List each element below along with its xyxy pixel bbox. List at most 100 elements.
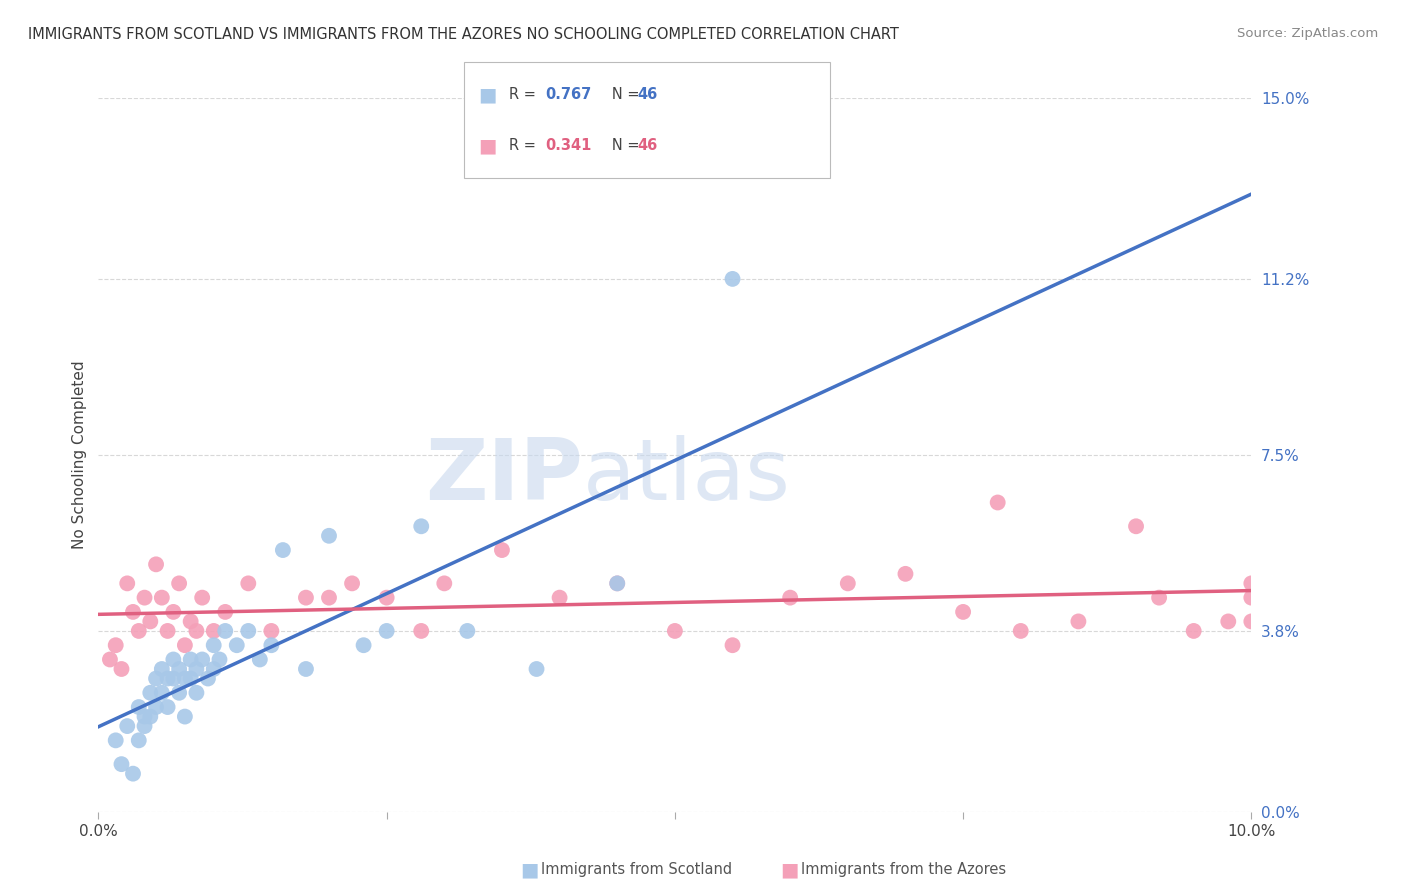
Point xyxy=(110,757,132,772)
Point xyxy=(1240,576,1263,591)
Point xyxy=(260,624,283,638)
Point xyxy=(145,558,167,572)
Point xyxy=(156,700,179,714)
Point xyxy=(167,576,190,591)
Point xyxy=(295,591,318,605)
Point xyxy=(353,638,375,652)
Point xyxy=(180,672,202,686)
Y-axis label: No Schooling Completed: No Schooling Completed xyxy=(72,360,87,549)
Text: ■: ■ xyxy=(478,136,496,155)
Text: IMMIGRANTS FROM SCOTLAND VS IMMIGRANTS FROM THE AZORES NO SCHOOLING COMPLETED CO: IMMIGRANTS FROM SCOTLAND VS IMMIGRANTS F… xyxy=(28,27,898,42)
Point xyxy=(606,576,628,591)
Point xyxy=(122,766,145,780)
Point xyxy=(260,638,283,652)
Point xyxy=(548,591,571,605)
Point xyxy=(128,624,150,638)
Text: ■: ■ xyxy=(780,860,799,880)
Text: R =: R = xyxy=(509,87,540,103)
Point xyxy=(837,576,859,591)
Point xyxy=(491,543,513,558)
Point xyxy=(1240,615,1263,629)
Text: Immigrants from Scotland: Immigrants from Scotland xyxy=(541,863,733,877)
Point xyxy=(122,605,145,619)
Point xyxy=(1067,615,1090,629)
Point xyxy=(162,672,184,686)
Point xyxy=(162,652,184,666)
Point xyxy=(139,686,162,700)
Point xyxy=(721,638,744,652)
Point xyxy=(606,576,628,591)
Point xyxy=(139,709,162,723)
Text: N =: N = xyxy=(598,138,644,153)
Point xyxy=(1182,624,1205,638)
Point xyxy=(202,624,225,638)
Text: 0.341: 0.341 xyxy=(546,138,592,153)
Point xyxy=(174,672,197,686)
Point xyxy=(167,686,190,700)
Point xyxy=(104,638,127,652)
Point xyxy=(664,624,686,638)
Point xyxy=(156,672,179,686)
Point xyxy=(110,662,132,676)
Text: N =: N = xyxy=(598,87,644,103)
Point xyxy=(139,615,162,629)
Point xyxy=(104,733,127,747)
Point xyxy=(1147,591,1170,605)
Point xyxy=(186,662,208,676)
Text: 46: 46 xyxy=(637,87,657,103)
Point xyxy=(721,272,744,286)
Text: ■: ■ xyxy=(520,860,538,880)
Point xyxy=(987,495,1010,509)
Point xyxy=(150,591,173,605)
Point xyxy=(225,638,247,652)
Point xyxy=(134,709,156,723)
Point xyxy=(894,566,917,581)
Point xyxy=(145,672,167,686)
Point xyxy=(1240,591,1263,605)
Point xyxy=(1218,615,1240,629)
Point xyxy=(456,624,478,638)
Point xyxy=(191,591,214,605)
Point xyxy=(180,615,202,629)
Point xyxy=(174,638,197,652)
Point xyxy=(526,662,548,676)
Point xyxy=(134,719,156,733)
Text: R =: R = xyxy=(509,138,540,153)
Point xyxy=(162,605,184,619)
Text: 46: 46 xyxy=(637,138,657,153)
Point xyxy=(318,529,340,543)
Point xyxy=(202,638,225,652)
Point xyxy=(238,624,260,638)
Point xyxy=(186,624,208,638)
Point xyxy=(167,662,190,676)
Point xyxy=(191,652,214,666)
Point xyxy=(1010,624,1032,638)
Point xyxy=(375,624,398,638)
Point xyxy=(156,624,179,638)
Point xyxy=(197,672,219,686)
Point xyxy=(411,624,433,638)
Point xyxy=(134,591,156,605)
Point xyxy=(214,624,236,638)
Point xyxy=(952,605,974,619)
Text: 0.767: 0.767 xyxy=(546,87,592,103)
Point xyxy=(433,576,456,591)
Point xyxy=(202,662,225,676)
Point xyxy=(271,543,294,558)
Point xyxy=(411,519,433,533)
Point xyxy=(238,576,260,591)
Point xyxy=(150,686,173,700)
Point xyxy=(128,733,150,747)
Point xyxy=(208,652,231,666)
Point xyxy=(186,686,208,700)
Point xyxy=(117,719,138,733)
Point xyxy=(180,652,202,666)
Point xyxy=(318,591,340,605)
Point xyxy=(174,709,197,723)
Point xyxy=(249,652,271,666)
Point xyxy=(340,576,363,591)
Text: ZIP: ZIP xyxy=(425,434,582,518)
Text: ■: ■ xyxy=(478,86,496,104)
Point xyxy=(117,576,138,591)
Point xyxy=(1125,519,1147,533)
